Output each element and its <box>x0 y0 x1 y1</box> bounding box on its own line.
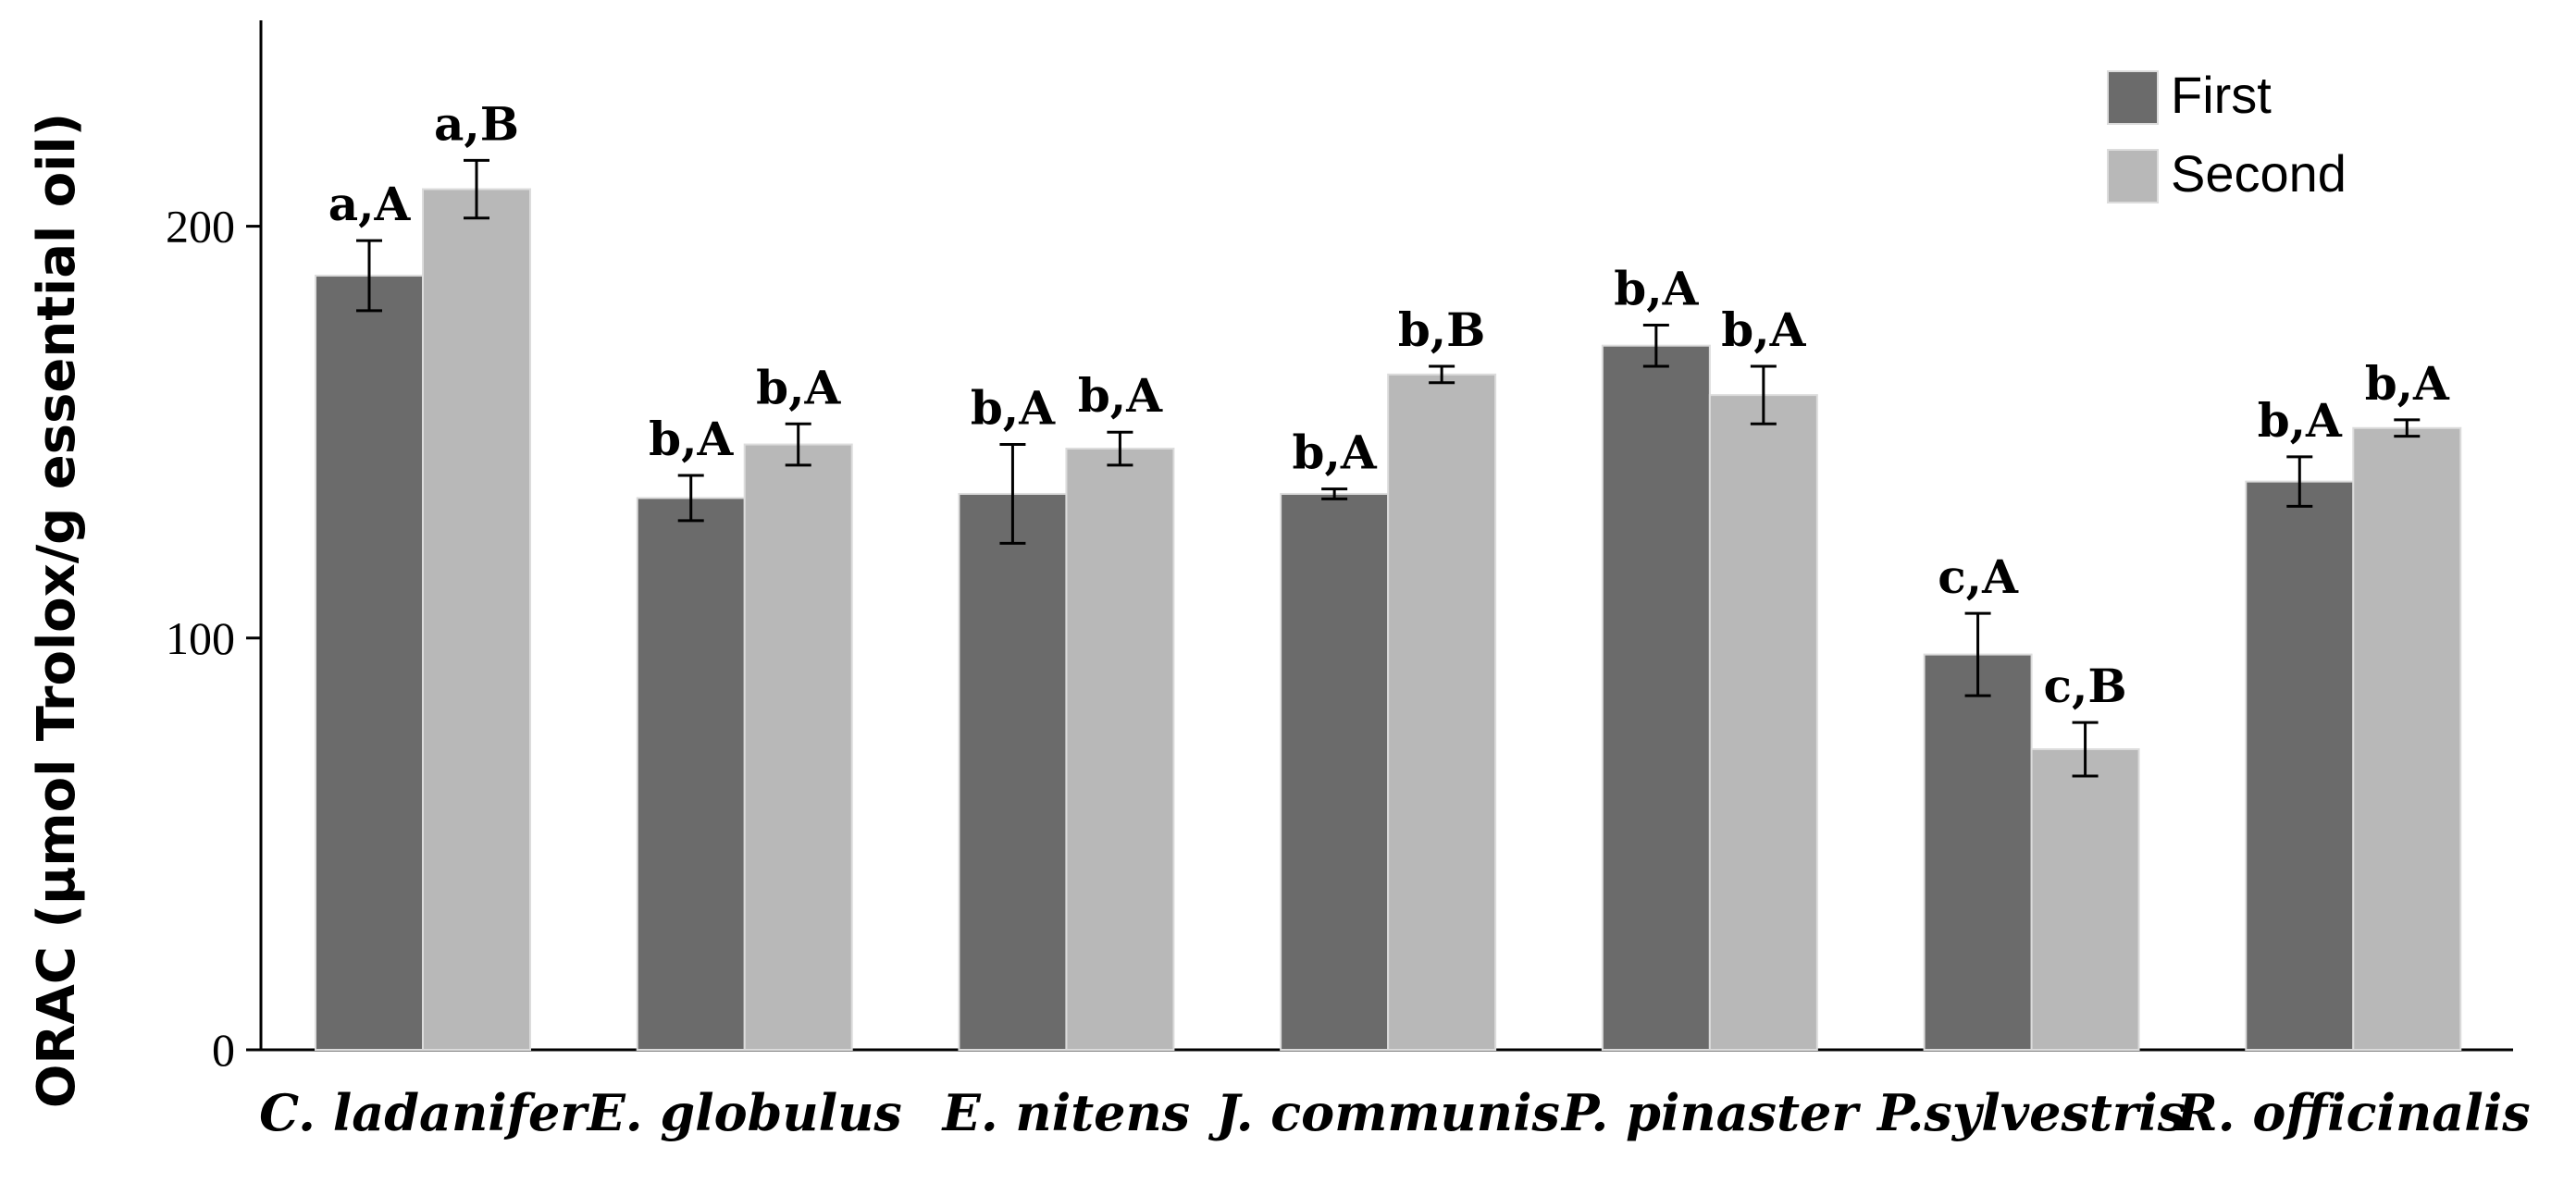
y-axis-label: ORAC (μmol Trolox/g essential oil) <box>27 113 87 1108</box>
significance-label-first-0: a,A <box>328 177 412 231</box>
significance-label-second-2: b,A <box>1078 368 1163 423</box>
bar-second-2 <box>1065 448 1175 1051</box>
significance-label-first-3: b,A <box>1293 425 1378 480</box>
y-tick-label: 200 <box>166 201 235 253</box>
x-tick-label-2: E. nitens <box>941 1083 1191 1142</box>
bar-first-3 <box>1280 492 1390 1051</box>
x-tick-labels: C. ladanifer E. globulus E. nitens J. commu… <box>259 1083 2531 1142</box>
error-bars <box>356 158 2421 778</box>
significance-label-second-4: b,A <box>1721 302 1806 357</box>
bar-first-1 <box>636 497 746 1051</box>
bar-second-1 <box>743 443 853 1051</box>
significance-label-first-2: b,A <box>971 381 1056 436</box>
y-tick-label: 0 <box>212 1024 235 1076</box>
significance-label-first-4: b,A <box>1614 261 1699 315</box>
bars <box>315 188 2462 1052</box>
significance-label-second-5: c,B <box>2044 659 2127 713</box>
legend-label-second: Second <box>2171 144 2347 203</box>
bar-first-0 <box>315 275 424 1051</box>
bar-first-5 <box>1923 653 2033 1051</box>
legend-label-first: First <box>2171 66 2272 124</box>
x-tick-label-0: C. ladanifer <box>259 1083 589 1142</box>
y-axis-label-group: ORAC (μmol Trolox/g essential oil) <box>27 113 87 1108</box>
x-tick-label-3: J. communis <box>1208 1083 1560 1142</box>
significance-label-second-6: b,A <box>2365 356 2450 411</box>
x-tick-label-1: E. globulus <box>586 1083 902 1142</box>
bar-second-6 <box>2352 426 2462 1051</box>
bar-first-4 <box>1601 344 1711 1051</box>
x-tick-label-5: P.sylvestris <box>1876 1083 2186 1142</box>
legend-swatch-second <box>2107 149 2159 203</box>
legend: First Second <box>2107 66 2347 203</box>
bar-first-6 <box>2245 480 2355 1051</box>
significance-label-first-1: b,A <box>649 412 734 466</box>
bar-second-3 <box>1387 373 1497 1051</box>
x-tick-label-4: P. pinaster <box>1560 1083 1861 1142</box>
significance-label-first-6: b,A <box>2258 393 2343 448</box>
y-tick-label: 100 <box>166 612 235 664</box>
significance-label-second-1: b,A <box>756 360 841 414</box>
significance-label-second-0: a,B <box>434 96 519 151</box>
bar-first-2 <box>958 492 1068 1051</box>
significance-labels: a,A b,A b,A b,A b,A c,A b,A a,B b,A b,A b,B b,A c,B b… <box>328 96 2450 713</box>
legend-swatch-first <box>2107 70 2159 125</box>
significance-label-second-3: b,B <box>1398 302 1486 357</box>
bar-second-4 <box>1708 394 1818 1051</box>
significance-label-first-5: c,A <box>1938 549 2019 604</box>
bar-second-5 <box>2030 748 2140 1052</box>
x-tick-label-6: R. officinalis <box>2174 1083 2531 1142</box>
bar-second-0 <box>422 188 531 1052</box>
